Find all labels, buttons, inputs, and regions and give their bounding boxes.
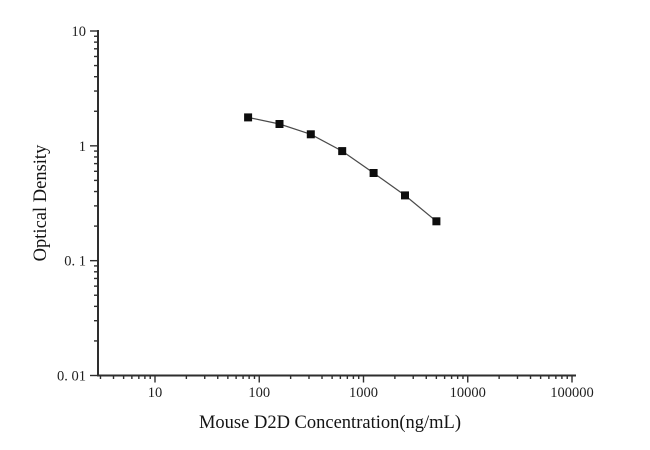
axis-tick-labels: 10 100 1000 10000 100000 10 1 0. 1 0. 01 [57, 24, 594, 401]
data-point-marker [306, 130, 315, 139]
axes [97, 30, 576, 377]
x-tick-label: 10 [148, 385, 163, 401]
y-tick-label: 0. 01 [57, 369, 86, 385]
data-point-marker [244, 113, 253, 122]
series-line [247, 116, 437, 222]
x-tick-label: 1000 [349, 385, 378, 401]
data-point-marker [338, 147, 347, 156]
y-axis-title: Optical Density [31, 144, 51, 261]
x-tick-label: 100 [248, 385, 270, 401]
data-point-marker [369, 169, 378, 177]
y-tick-label: 10 [72, 24, 87, 40]
x-axis-title: Mouse D2D Concentration(ng/mL) [199, 413, 461, 433]
data-point-marker [432, 217, 441, 226]
axis-ticks [90, 30, 573, 383]
y-tick-label: 1 [79, 139, 86, 155]
data-point-marker [275, 120, 284, 128]
data-point-marker [401, 191, 409, 200]
data-series [244, 113, 441, 226]
x-tick-label: 10000 [450, 385, 486, 401]
x-tick-label: 100000 [550, 385, 594, 401]
y-tick-label: 0. 1 [64, 254, 86, 270]
